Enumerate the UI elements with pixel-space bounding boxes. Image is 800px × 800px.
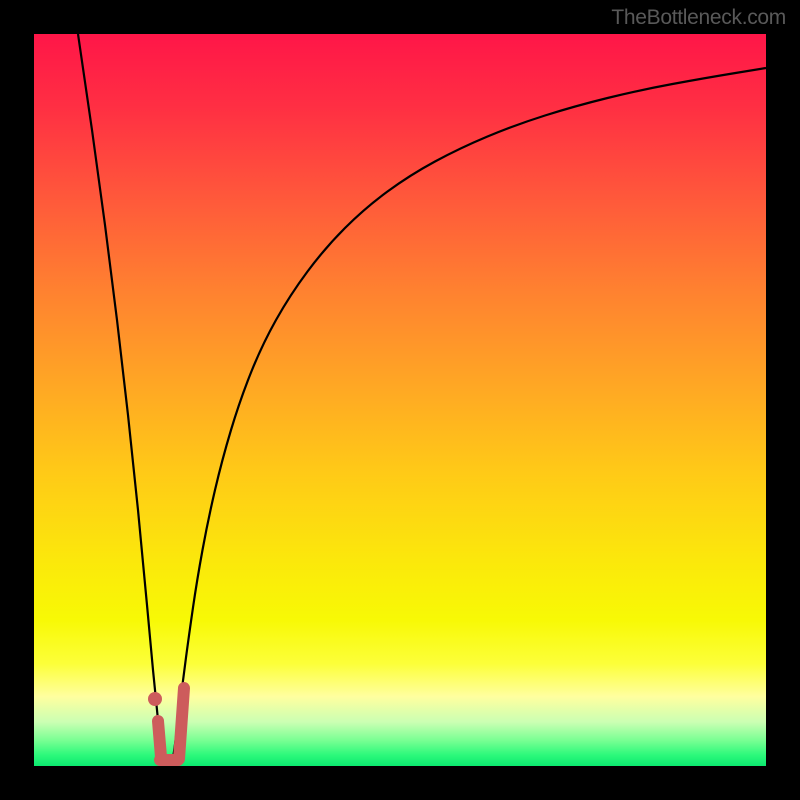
dip-right-stroke [179, 688, 184, 759]
plot-background [34, 34, 766, 766]
dip-dot-icon [148, 692, 162, 706]
watermark-text: TheBottleneck.com [611, 6, 786, 30]
dip-left-stroke [158, 721, 161, 757]
chart-svg [0, 0, 800, 800]
bottleneck-chart: TheBottleneck.com [0, 0, 800, 800]
